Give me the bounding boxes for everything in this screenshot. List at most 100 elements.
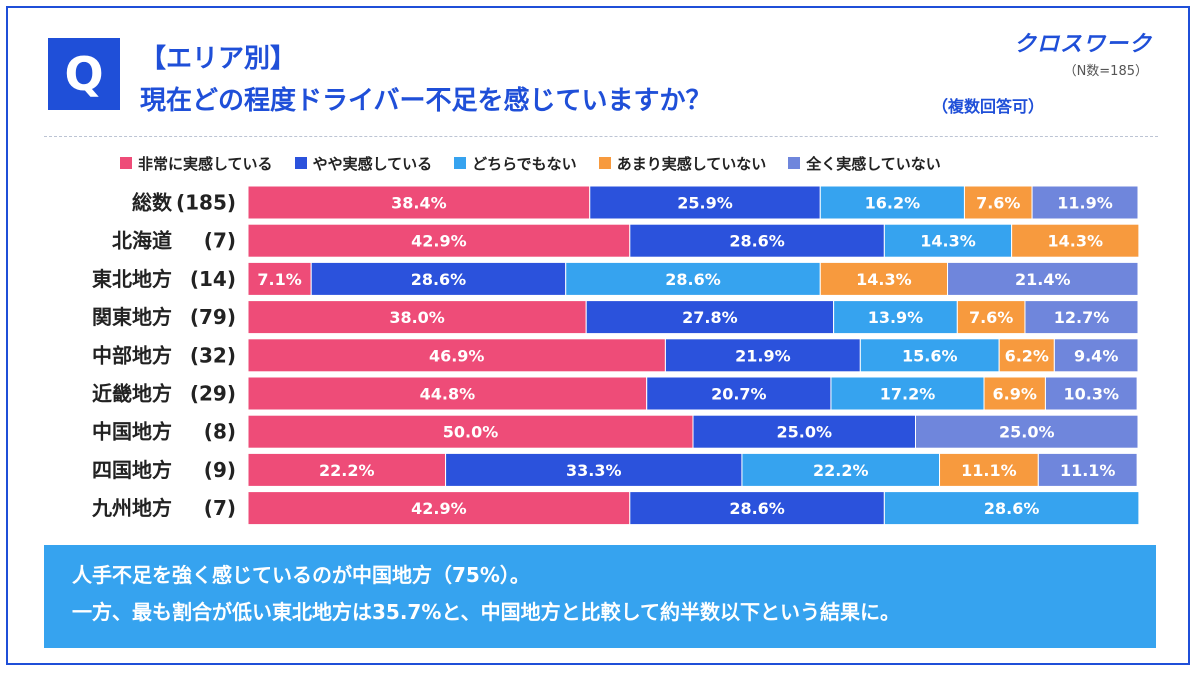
bar-segment [629, 223, 885, 258]
bar-value-label: 25.0% [999, 423, 1055, 442]
sample-size-note: （N数=185） [1063, 64, 1148, 79]
brand-logo: クロスワーク [1013, 32, 1152, 57]
bar-segment [247, 185, 591, 220]
bar-segment [445, 452, 743, 487]
bar-value-label: 22.2% [813, 461, 869, 480]
bar-segment [589, 185, 821, 220]
legend-swatch [454, 157, 467, 169]
category-label: 中国地方 [92, 420, 172, 444]
bar-segment [883, 223, 1013, 258]
bar-value-label: 10.3% [1064, 385, 1120, 404]
bar-value-label: 33.3% [566, 461, 622, 480]
multi-answer-note: （複数回答可） [932, 97, 1045, 116]
bar-value-label: 27.8% [682, 308, 738, 327]
bar-value-label: 50.0% [443, 423, 499, 442]
legend-label: やや実感している [312, 154, 433, 173]
bar-value-label: 6.9% [993, 385, 1037, 404]
bar-value-label: 7.1% [257, 270, 301, 289]
bar-segment [247, 452, 447, 487]
bar-segment [585, 300, 835, 335]
category-count: (14) [190, 267, 236, 291]
legend-label: 全く実感していない [806, 154, 941, 173]
legend-item: どちらでもない [454, 153, 577, 174]
bar-segment [1031, 185, 1139, 220]
legend-item: 全く実感していない [788, 153, 941, 174]
bar-value-label: 7.6% [976, 194, 1020, 213]
bar-segment [646, 376, 832, 411]
bar-value-label: 14.3% [920, 232, 976, 251]
legend-label: どちらでもない [472, 154, 577, 173]
bar-segment [956, 300, 1026, 335]
outer-frame [6, 6, 1190, 665]
bar-value-label: 28.6% [729, 232, 785, 251]
category-label: 中部地方 [92, 343, 172, 367]
bar-value-label: 11.1% [961, 461, 1017, 480]
bar-value-label: 21.9% [735, 346, 791, 365]
legend-swatch [294, 157, 307, 169]
legend-label: あまり実感していない [616, 154, 767, 173]
category-label: 関東地方 [92, 305, 172, 329]
bar-segment [830, 376, 985, 411]
bar-segment [247, 261, 312, 296]
bar-value-label: 16.2% [865, 194, 921, 213]
bar-segment [692, 414, 916, 449]
category-label: 東北地方 [92, 267, 172, 291]
bar-value-label: 28.6% [984, 499, 1040, 518]
bar-segment [247, 223, 631, 258]
bar-value-label: 42.9% [411, 499, 467, 518]
bar-value-label: 28.6% [729, 499, 785, 518]
category-count: (79) [190, 305, 236, 329]
category-count: (32) [190, 343, 236, 367]
summary-line-1: 人手不足を強く感じているのが中国地方（75%）。 [72, 563, 530, 587]
legend-swatch [788, 157, 801, 169]
category-label: 四国地方 [92, 458, 172, 482]
bar-value-label: 9.4% [1074, 346, 1118, 365]
bar-value-label: 44.8% [420, 385, 476, 404]
bar-value-label: 28.6% [665, 270, 721, 289]
bar-value-label: 28.6% [411, 270, 467, 289]
bar-value-label: 15.6% [902, 346, 958, 365]
category-label: 九州地方 [91, 496, 172, 520]
chart-legend: 非常に実感している やや実感している どちらでもない あまり実感していない 全く実感して… [120, 153, 1120, 173]
question-title: 現在どの程度ドライバー不足を感じていますか？ [140, 86, 712, 116]
bar-segment [819, 185, 965, 220]
header-divider [44, 136, 1158, 137]
bar-value-label: 14.3% [1047, 232, 1103, 251]
question-category: 【エリア別】 [140, 44, 297, 74]
bar-value-label: 21.4% [1015, 270, 1071, 289]
bar-value-label: 12.7% [1054, 308, 1110, 327]
bar-segment [247, 376, 648, 411]
bar-segment [939, 452, 1039, 487]
summary-note-box: 人手不足を強く感じているのが中国地方（75%）。 一方、最も割合が低い東北地方は… [44, 545, 1156, 648]
bar-value-label: 6.2% [1005, 346, 1049, 365]
bar-value-label: 11.1% [1060, 461, 1116, 480]
bar-segment [883, 491, 1140, 526]
legend-item: 非常に実感している [120, 153, 273, 174]
bar-value-label: 25.0% [776, 423, 832, 442]
bar-segment [310, 261, 567, 296]
bar-segment [947, 261, 1139, 296]
legend-label: 非常に実感している [138, 154, 273, 173]
bar-segment [859, 338, 1000, 373]
bar-value-label: 20.7% [711, 385, 767, 404]
bar-segment [819, 261, 949, 296]
bar-value-label: 17.2% [880, 385, 936, 404]
bar-segment [247, 491, 631, 526]
bar-segment [1024, 300, 1139, 335]
category-count: (7) [204, 229, 236, 253]
bar-value-label: 14.3% [856, 270, 912, 289]
bar-value-label: 22.2% [319, 461, 375, 480]
category-count: (29) [190, 382, 236, 406]
bar-segment [915, 414, 1139, 449]
bar-segment [1037, 452, 1138, 487]
bar-segment [998, 338, 1055, 373]
bar-value-label: 13.9% [868, 308, 924, 327]
category-count: (7) [204, 496, 236, 520]
bar-value-label: 46.9% [429, 346, 485, 365]
bar-value-label: 11.9% [1057, 194, 1113, 213]
bar-segment [1044, 376, 1138, 411]
bar-value-label: 38.4% [391, 194, 447, 213]
legend-item: やや実感している [294, 153, 433, 174]
bar-segment [741, 452, 941, 487]
